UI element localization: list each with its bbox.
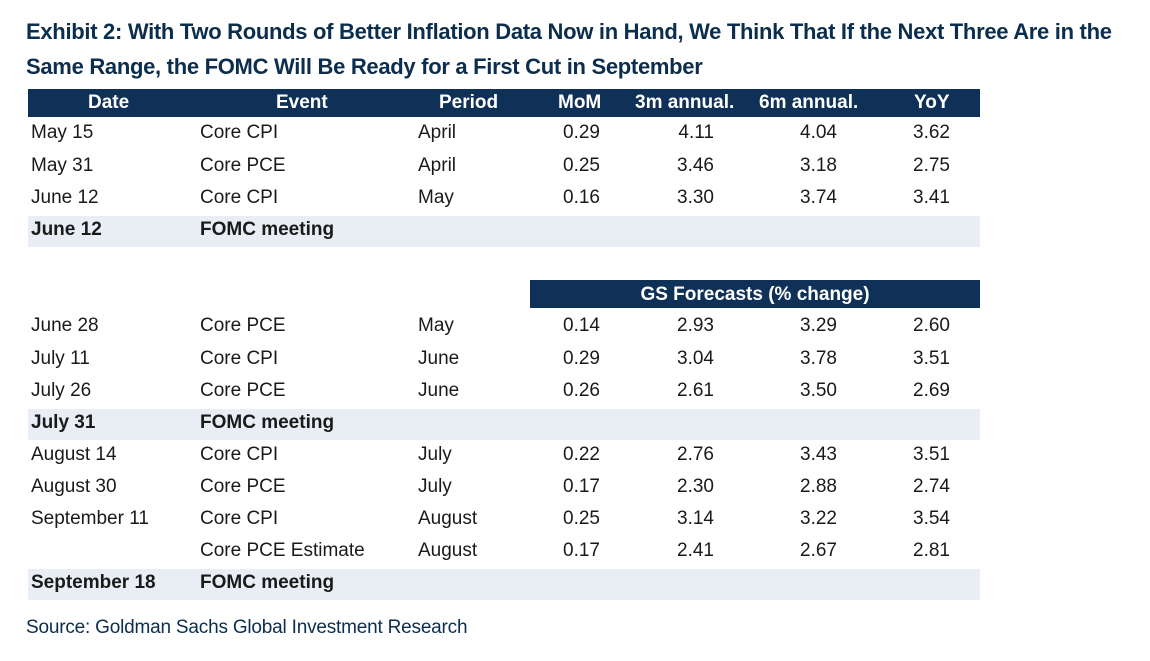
row-mom: 0.25 bbox=[563, 508, 600, 529]
row-6m: 3.43 bbox=[800, 444, 837, 465]
row-mom: 0.25 bbox=[563, 155, 600, 176]
table-row: July 11 Core CPI June 0.29 3.04 3.78 3.5… bbox=[28, 345, 980, 376]
table-row: Core PCE Estimate August 0.17 2.41 2.67 … bbox=[28, 537, 980, 568]
row-mom: 0.26 bbox=[563, 380, 600, 401]
row-period: May bbox=[418, 315, 454, 336]
row-mom: 0.14 bbox=[563, 315, 600, 336]
row-date: June 28 bbox=[31, 315, 99, 336]
row-6m: 3.50 bbox=[800, 380, 837, 401]
row-6m: 2.88 bbox=[800, 476, 837, 497]
row-6m: 4.04 bbox=[800, 122, 837, 143]
row-period: June bbox=[418, 380, 460, 401]
row-event: Core PCE Estimate bbox=[200, 540, 365, 561]
row-yoy: 3.51 bbox=[913, 348, 950, 369]
row-yoy: 3.62 bbox=[913, 122, 950, 143]
meeting-event: FOMC meeting bbox=[200, 219, 335, 240]
row-mom: 0.16 bbox=[563, 187, 600, 208]
row-6m: 2.67 bbox=[800, 540, 837, 561]
table-row: August 30 Core PCE July 0.17 2.30 2.88 2… bbox=[28, 473, 980, 504]
row-yoy: 2.74 bbox=[913, 476, 950, 497]
row-date: September 11 bbox=[31, 508, 149, 529]
row-6m: 3.18 bbox=[800, 155, 837, 176]
row-period: July bbox=[418, 476, 452, 497]
row-yoy: 2.69 bbox=[913, 380, 950, 401]
gs-forecasts-header: GS Forecasts (% change) bbox=[530, 280, 980, 308]
header-yoy: YoY bbox=[914, 92, 950, 113]
meeting-date: June 12 bbox=[31, 219, 102, 240]
meeting-date: September 18 bbox=[31, 572, 156, 593]
row-date: July 26 bbox=[31, 380, 92, 401]
row-3m: 2.61 bbox=[677, 380, 714, 401]
row-mom: 0.29 bbox=[563, 348, 600, 369]
table-row: September 11 Core CPI August 0.25 3.14 3… bbox=[28, 505, 980, 536]
row-3m: 2.93 bbox=[677, 315, 714, 336]
meeting-date: July 31 bbox=[31, 412, 96, 433]
row-mom: 0.17 bbox=[563, 540, 600, 561]
row-event: Core CPI bbox=[200, 444, 279, 465]
meeting-event: FOMC meeting bbox=[200, 412, 335, 433]
header-date: Date bbox=[88, 92, 130, 113]
row-6m: 3.29 bbox=[800, 315, 837, 336]
fomc-meeting-row: September 18 FOMC meeting bbox=[28, 569, 980, 600]
header-3m-annual: 3m annual. bbox=[635, 92, 735, 113]
row-6m: 3.78 bbox=[800, 348, 837, 369]
header-6m-annual: 6m annual. bbox=[759, 92, 859, 113]
source-note: Source: Goldman Sachs Global Investment … bbox=[26, 617, 468, 638]
row-date: May 15 bbox=[31, 122, 94, 143]
row-period: April bbox=[418, 122, 457, 143]
fomc-meeting-row: July 31 FOMC meeting bbox=[28, 409, 980, 440]
row-3m: 2.76 bbox=[677, 444, 714, 465]
row-event: Core PCE bbox=[200, 315, 286, 336]
row-yoy: 2.81 bbox=[913, 540, 950, 561]
row-event: Core PCE bbox=[200, 380, 286, 401]
row-6m: 3.74 bbox=[800, 187, 837, 208]
exhibit-title: Exhibit 2: With Two Rounds of Better Inf… bbox=[26, 19, 1112, 79]
row-period: August bbox=[418, 508, 478, 529]
header-period: Period bbox=[439, 92, 499, 113]
row-event: Core CPI bbox=[200, 187, 279, 208]
row-period: May bbox=[418, 187, 454, 208]
table-row: July 26 Core PCE June 0.26 2.61 3.50 2.6… bbox=[28, 377, 980, 408]
header-event: Event bbox=[276, 92, 328, 113]
row-mom: 0.29 bbox=[563, 122, 600, 143]
row-yoy: 3.41 bbox=[913, 187, 950, 208]
row-date: August 14 bbox=[31, 444, 117, 465]
table-row: June 12 Core CPI May 0.16 3.30 3.74 3.41 bbox=[28, 184, 980, 215]
row-yoy: 3.51 bbox=[913, 444, 950, 465]
row-period: July bbox=[418, 444, 452, 465]
row-period: August bbox=[418, 540, 478, 561]
row-yoy: 3.54 bbox=[913, 508, 950, 529]
meeting-event: FOMC meeting bbox=[200, 572, 335, 593]
table-row: May 31 Core PCE April 0.25 3.46 3.18 2.7… bbox=[28, 152, 980, 183]
row-period: June bbox=[418, 348, 460, 369]
row-event: Core PCE bbox=[200, 155, 286, 176]
table-header: Date Event Period MoM 3m annual. 6m annu… bbox=[28, 89, 980, 117]
table-row: June 28 Core PCE May 0.14 2.93 3.29 2.60 bbox=[28, 312, 980, 343]
fomc-meeting-row: June 12 FOMC meeting bbox=[28, 216, 980, 247]
row-3m: 3.04 bbox=[677, 348, 714, 369]
row-date: July 11 bbox=[31, 348, 90, 369]
row-date: June 12 bbox=[31, 187, 99, 208]
row-yoy: 2.75 bbox=[913, 155, 950, 176]
row-date: May 31 bbox=[31, 155, 94, 176]
row-event: Core CPI bbox=[200, 348, 279, 369]
row-yoy: 2.60 bbox=[913, 315, 950, 336]
row-3m: 3.46 bbox=[677, 155, 714, 176]
row-3m: 3.30 bbox=[677, 187, 714, 208]
row-event: Core PCE bbox=[200, 476, 286, 497]
row-6m: 3.22 bbox=[800, 508, 837, 529]
row-mom: 0.22 bbox=[563, 444, 600, 465]
header-mom: MoM bbox=[558, 92, 602, 113]
row-event: Core CPI bbox=[200, 122, 279, 143]
row-event: Core CPI bbox=[200, 508, 279, 529]
row-mom: 0.17 bbox=[563, 476, 600, 497]
row-date: August 30 bbox=[31, 476, 117, 497]
row-3m: 3.14 bbox=[677, 508, 714, 529]
row-3m: 4.11 bbox=[678, 122, 714, 143]
row-3m: 2.41 bbox=[677, 540, 714, 561]
row-period: April bbox=[418, 155, 457, 176]
table-row: May 15 Core CPI April 0.29 4.11 4.04 3.6… bbox=[28, 119, 980, 150]
table-row: August 14 Core CPI July 0.22 2.76 3.43 3… bbox=[28, 441, 980, 472]
row-3m: 2.30 bbox=[677, 476, 714, 497]
